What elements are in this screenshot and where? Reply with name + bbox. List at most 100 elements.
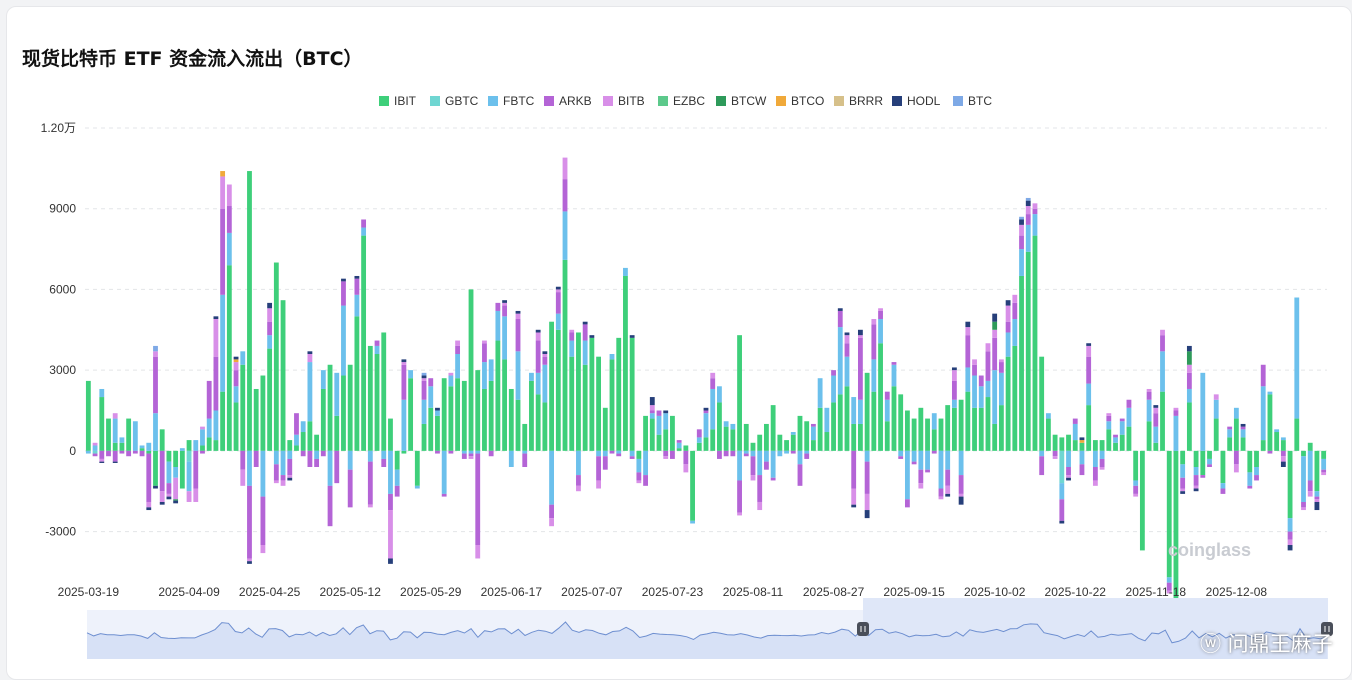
bar-segment-fbtc[interactable] — [804, 450, 810, 454]
bar-segment-arkb[interactable] — [132, 450, 138, 454]
bar-segment-arkb[interactable] — [166, 483, 172, 494]
bar-segment-arkb[interactable] — [1220, 488, 1226, 494]
legend-swatch-brrr[interactable] — [834, 96, 844, 106]
bar-segment-arkb[interactable] — [1233, 450, 1239, 465]
bar-segment-ibit[interactable] — [341, 375, 346, 451]
bar-segment-ibit[interactable] — [569, 356, 575, 451]
bar-segment-fbtc[interactable] — [951, 399, 957, 408]
bar-segment-fbtc[interactable] — [529, 372, 534, 381]
bar-segment-fbtc[interactable] — [1267, 391, 1273, 395]
bar-segment-ibit[interactable] — [958, 399, 964, 451]
bar-segment-bitb[interactable] — [1307, 491, 1313, 497]
bar-segment-arkb[interactable] — [341, 281, 346, 306]
bar-segment-fbtc[interactable] — [206, 418, 212, 438]
bar-segment-ibit[interactable] — [159, 429, 165, 451]
bar-segment-fbtc[interactable] — [945, 450, 951, 470]
bar-segment-ibit[interactable] — [1193, 450, 1199, 467]
bar-segment-hodl[interactable] — [958, 496, 964, 505]
bar-segment-fbtc[interactable] — [173, 467, 179, 478]
bar-segment-arkb[interactable] — [139, 450, 145, 457]
bar-segment-bitb[interactable] — [918, 483, 924, 489]
bar-segment-arkb[interactable] — [307, 450, 313, 467]
bar-segment-arkb[interactable] — [401, 364, 407, 400]
bar-segment-bitb[interactable] — [1086, 345, 1092, 357]
bar-segment-ibit[interactable] — [1287, 450, 1293, 519]
bar-segment-fbtc[interactable] — [643, 450, 648, 476]
bar-segment-bitb[interactable] — [112, 413, 118, 419]
bar-segment-fbtc[interactable] — [139, 445, 145, 449]
bar-segment-ibit[interactable] — [1280, 440, 1286, 451]
bar-segment-fbtc[interactable] — [522, 450, 528, 454]
bar-segment-fbtc[interactable] — [1307, 450, 1313, 481]
bar-segment-arkb[interactable] — [1254, 475, 1259, 481]
bar-segment-hodl[interactable] — [1005, 300, 1011, 306]
bar-segment-arkb[interactable] — [851, 450, 857, 489]
bar-segment-fbtc[interactable] — [435, 410, 440, 416]
bar-segment-fbtc[interactable] — [1133, 480, 1139, 486]
bar-segment-bitb[interactable] — [193, 488, 199, 502]
bar-segment-arkb[interactable] — [723, 450, 729, 457]
bar-segment-fbtc[interactable] — [515, 351, 521, 400]
bar-segment-fbtc[interactable] — [777, 450, 783, 457]
bar-segment-arkb[interactable] — [260, 496, 266, 546]
bar-segment-ibit[interactable] — [1066, 434, 1071, 451]
bar-segment-bitb[interactable] — [636, 480, 642, 484]
bar-segment-arkb[interactable] — [1099, 458, 1105, 467]
bar-segment-hodl[interactable] — [354, 275, 360, 279]
bar-segment-fbtc[interactable] — [710, 388, 716, 430]
bar-segment-bitb[interactable] — [287, 475, 293, 478]
bar-segment-ibit[interactable] — [844, 386, 850, 451]
legend-label-btcw[interactable]: BTCW — [731, 94, 767, 108]
bar-segment-fbtc[interactable] — [884, 399, 890, 422]
bar-segment-fbtc[interactable] — [1240, 429, 1246, 438]
bar-segment-arkb[interactable] — [535, 340, 541, 373]
bar-segment-arkb[interactable] — [367, 461, 373, 505]
bar-segment-gbtc[interactable] — [186, 450, 192, 462]
legend-label-brrr[interactable]: BRRR — [849, 94, 883, 108]
bar-segment-fbtc[interactable] — [280, 450, 286, 476]
bar-segment-ibit[interactable] — [938, 418, 944, 451]
bar-segment-arkb[interactable] — [287, 458, 293, 476]
bar-segment-bitb[interactable] — [1146, 388, 1152, 392]
bar-segment-fbtc[interactable] — [1260, 386, 1266, 441]
bar-segment-bitb[interactable] — [455, 340, 461, 346]
bar-segment-ibit[interactable] — [435, 415, 440, 451]
bar-segment-arkb[interactable] — [683, 450, 689, 465]
bar-segment-fbtc[interactable] — [414, 485, 420, 489]
bar-segment-arkb[interactable] — [1240, 426, 1246, 430]
bar-segment-fbtc[interactable] — [508, 450, 514, 467]
bar-segment-fbtc[interactable] — [461, 450, 467, 454]
bar-segment-arkb[interactable] — [435, 450, 440, 454]
bar-segment-ibit[interactable] — [951, 407, 957, 451]
bar-segment-ibit[interactable] — [757, 434, 763, 451]
bar-segment-ibit[interactable] — [1133, 450, 1139, 481]
bar-segment-fbtc[interactable] — [844, 356, 850, 387]
bar-segment-ibit[interactable] — [931, 429, 937, 451]
bar-segment-ibit[interactable] — [206, 437, 212, 451]
bar-segment-bitb[interactable] — [421, 378, 427, 381]
bar-segment-ibit[interactable] — [717, 402, 722, 451]
bar-segment-hodl[interactable] — [166, 496, 172, 500]
bar-segment-bitb[interactable] — [367, 504, 373, 508]
bar-segment-arkb[interactable] — [945, 469, 951, 486]
bar-segment-ibit[interactable] — [703, 437, 709, 451]
bar-segment-arkb[interactable] — [1119, 418, 1125, 422]
bar-segment-arkb[interactable] — [1025, 214, 1031, 225]
bar-segment-hodl[interactable] — [851, 504, 857, 508]
bar-segment-hodl[interactable] — [1079, 437, 1085, 441]
bar-segment-hodl[interactable] — [267, 302, 273, 309]
bar-segment-fbtc[interactable] — [1086, 383, 1092, 406]
bar-segment-arkb[interactable] — [112, 450, 118, 462]
bar-segment-ibit[interactable] — [294, 445, 299, 451]
bar-segment-arkb[interactable] — [347, 469, 353, 508]
bar-segment-ibit[interactable] — [1220, 450, 1226, 484]
bar-segment-hodl[interactable] — [153, 485, 158, 489]
bar-segment-bitb[interactable] — [173, 477, 179, 500]
bar-segment-hodl[interactable] — [1019, 219, 1024, 225]
bar-segment-ibit[interactable] — [448, 386, 454, 451]
bar-segment-fbtc[interactable] — [703, 413, 709, 438]
bar-segment-fbtc[interactable] — [1059, 483, 1065, 500]
bar-segment-ibit[interactable] — [770, 405, 776, 451]
bar-segment-ibit[interactable] — [549, 321, 554, 451]
bar-segment-ibit[interactable] — [226, 265, 232, 451]
